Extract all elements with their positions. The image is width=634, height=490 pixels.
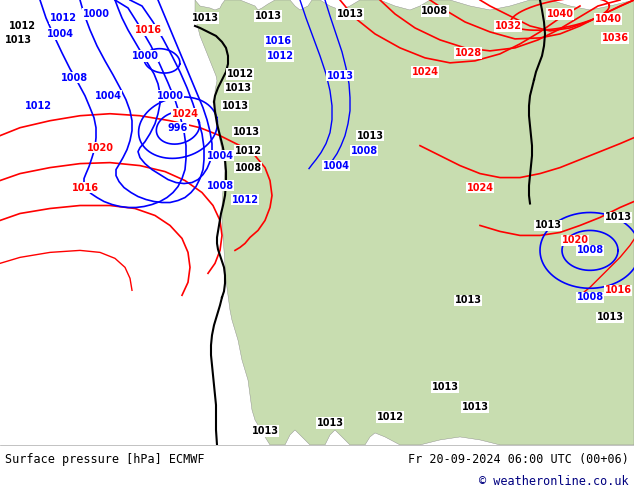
- Text: 1013: 1013: [252, 426, 278, 436]
- Text: 1013: 1013: [604, 213, 631, 222]
- Text: 1012: 1012: [235, 146, 261, 156]
- Text: 1013: 1013: [432, 382, 458, 392]
- Text: 1000: 1000: [131, 51, 158, 61]
- Text: 1008: 1008: [576, 245, 604, 255]
- Text: 1012: 1012: [8, 21, 36, 31]
- Text: Fr 20-09-2024 06:00 UTC (00+06): Fr 20-09-2024 06:00 UTC (00+06): [408, 453, 629, 466]
- Text: 1012: 1012: [266, 51, 294, 61]
- Text: 1008: 1008: [61, 73, 89, 83]
- Text: 1016: 1016: [72, 183, 98, 193]
- Text: 1008: 1008: [422, 6, 449, 16]
- Text: 1008: 1008: [235, 163, 262, 172]
- Text: 1013: 1013: [534, 220, 562, 230]
- Text: 1024: 1024: [411, 67, 439, 77]
- Text: 1020: 1020: [562, 235, 588, 245]
- Text: 1032: 1032: [495, 21, 522, 31]
- Text: 1013: 1013: [327, 71, 354, 81]
- Text: 1013: 1013: [221, 101, 249, 111]
- Text: 1013: 1013: [597, 312, 623, 322]
- Text: 1008: 1008: [351, 146, 378, 156]
- Text: 1036: 1036: [602, 33, 628, 43]
- Text: 1012: 1012: [49, 13, 77, 23]
- Text: 1008: 1008: [207, 180, 233, 191]
- Text: 1013: 1013: [356, 131, 384, 141]
- Text: 1028: 1028: [455, 48, 482, 58]
- Text: 1024: 1024: [172, 109, 198, 119]
- Text: 1013: 1013: [254, 11, 281, 21]
- Text: 1013: 1013: [4, 35, 32, 45]
- Text: 996: 996: [168, 122, 188, 133]
- Text: 1012: 1012: [231, 195, 259, 204]
- Text: 1013: 1013: [316, 418, 344, 428]
- Text: 1013: 1013: [462, 402, 489, 412]
- Text: 1004: 1004: [323, 161, 349, 171]
- Polygon shape: [195, 0, 634, 445]
- Text: 1013: 1013: [455, 295, 481, 305]
- Text: 1016: 1016: [264, 36, 292, 46]
- Text: 1024: 1024: [467, 183, 493, 193]
- Text: 1016: 1016: [134, 25, 162, 35]
- Text: 1012: 1012: [25, 101, 51, 111]
- Text: 1004: 1004: [207, 150, 233, 161]
- Text: 1000: 1000: [157, 91, 183, 101]
- Text: 1004: 1004: [46, 29, 74, 39]
- Text: 1040: 1040: [595, 14, 621, 24]
- Text: 1040: 1040: [547, 9, 574, 19]
- Text: 1016: 1016: [604, 285, 631, 295]
- Text: 1013: 1013: [233, 127, 259, 137]
- Text: 1013: 1013: [191, 13, 219, 23]
- Text: 1020: 1020: [86, 143, 113, 153]
- Text: 1012: 1012: [226, 69, 254, 79]
- Text: 1012: 1012: [377, 412, 403, 422]
- Text: 1013: 1013: [337, 9, 363, 19]
- Text: Surface pressure [hPa] ECMWF: Surface pressure [hPa] ECMWF: [5, 453, 205, 466]
- Text: 1004: 1004: [94, 91, 122, 101]
- Text: © weatheronline.co.uk: © weatheronline.co.uk: [479, 475, 629, 488]
- Text: 1013: 1013: [224, 83, 252, 93]
- Text: 1000: 1000: [82, 9, 110, 19]
- Text: 1008: 1008: [576, 292, 604, 302]
